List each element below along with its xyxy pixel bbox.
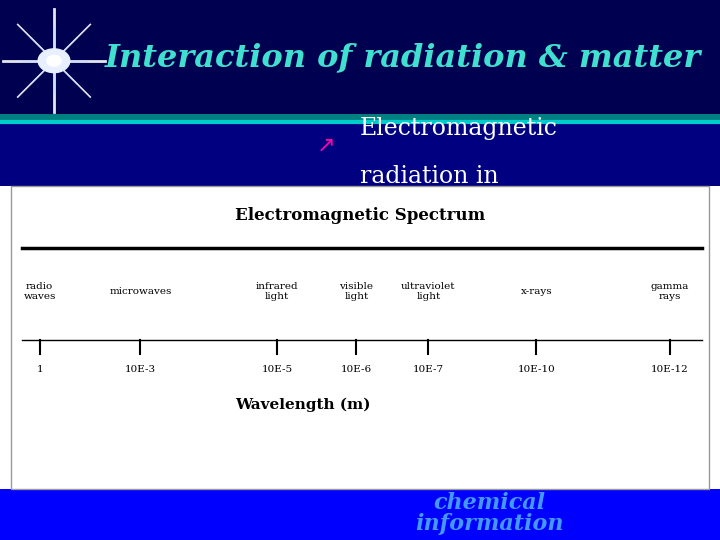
Circle shape [47,56,61,66]
Text: radio
waves: radio waves [24,282,55,301]
Text: infrared
light: infrared light [256,282,299,301]
Text: 10E-12: 10E-12 [651,366,688,374]
Text: microwaves: microwaves [109,287,171,296]
Bar [0,0,720,122]
Text: Interaction of radiation & matter: Interaction of radiation & matter [105,43,701,73]
Text: 10E-6: 10E-6 [341,366,372,374]
Bar [0,122,720,186]
Text: 10E-7: 10E-7 [413,366,444,374]
Circle shape [38,49,70,72]
Text: x-rays: x-rays [521,287,552,296]
Bar [0,489,720,540]
Text: 10E-3: 10E-3 [125,366,156,374]
Text: Wavelength (m): Wavelength (m) [235,398,370,412]
Text: radiation in: radiation in [360,165,499,188]
Text: chemical: chemical [433,492,546,514]
Text: Electromagnetic: Electromagnetic [360,117,558,140]
Bar [11,186,709,489]
Text: visible
light: visible light [339,282,374,301]
Text: Electromagnetic Spectrum: Electromagnetic Spectrum [235,207,485,225]
Text: 10E-10: 10E-10 [518,366,555,374]
Text: ultraviolet
light: ultraviolet light [401,282,456,301]
Text: gamma
rays: gamma rays [650,282,689,301]
Text: 1: 1 [36,366,43,374]
Text: information: information [415,513,564,535]
Text: 10E-5: 10E-5 [261,366,293,374]
Text: ↗: ↗ [317,136,336,156]
